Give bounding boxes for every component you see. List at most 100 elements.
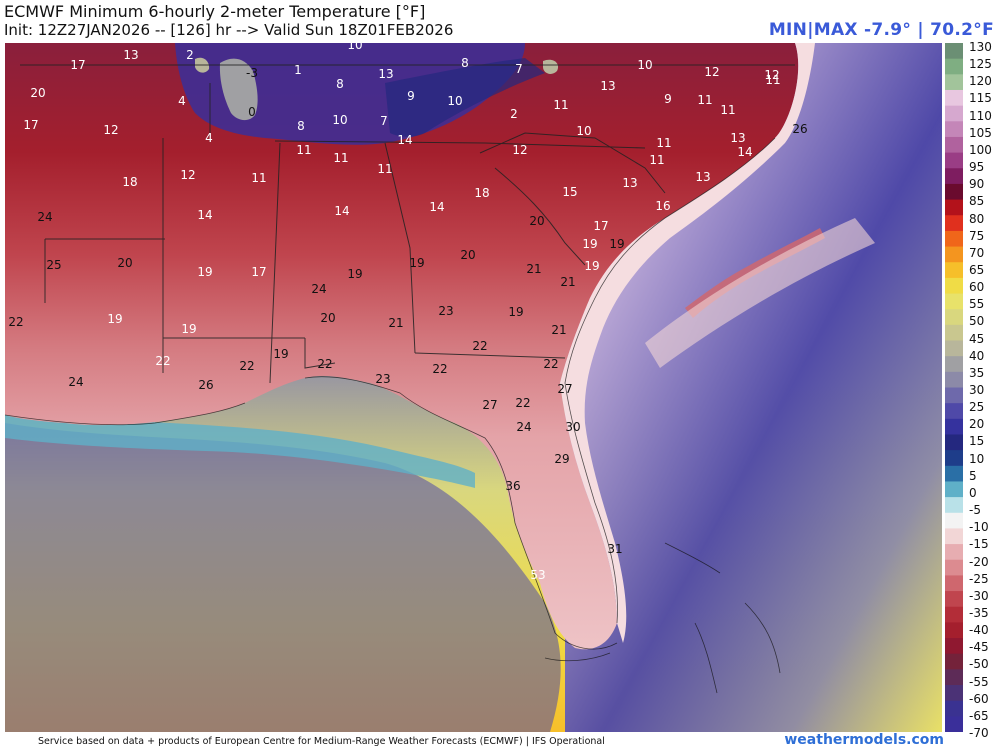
temperature-value-label: 11 xyxy=(720,103,735,117)
colorbar-segment xyxy=(945,215,963,232)
temperature-value-label: 21 xyxy=(551,323,566,337)
colorbar-segment xyxy=(945,465,963,483)
colorbar-tick-label: -10 xyxy=(969,520,989,535)
temperature-value-label: 11 xyxy=(333,151,348,165)
colorbar-tick-label: 15 xyxy=(969,434,985,449)
temperature-value-label: 36 xyxy=(505,479,520,493)
cold-core-2 xyxy=(385,58,545,137)
colorbar-tick-label: 0 xyxy=(969,485,977,500)
colorbar-segment xyxy=(945,293,963,310)
colorbar-segment xyxy=(945,246,963,263)
colorbar-tick-label: -15 xyxy=(969,537,989,552)
colorbar-tick-label: -20 xyxy=(969,554,989,569)
temperature-value-label: 25 xyxy=(46,258,61,272)
colorbar-segment xyxy=(945,716,963,733)
colorbar-segment xyxy=(945,74,963,91)
temperature-value-label: 9 xyxy=(407,89,415,103)
temperature-map: 13 2 10 13 17 -3 1 8 7 10 12 11 20 4 8 13 9 10 11 9 11 11 12 0 1… xyxy=(5,43,942,732)
temperature-value-label: 4 xyxy=(178,94,186,108)
colorbar-tick-label: 95 xyxy=(969,160,985,175)
temperature-value-label: 20 xyxy=(460,248,475,262)
colorbar-segment xyxy=(945,356,963,373)
colorbar-tick-label: -70 xyxy=(969,726,989,740)
temperature-value-label: 10 xyxy=(637,58,652,72)
colorbar-tick-label: 100 xyxy=(969,142,992,157)
colorbar-tick-label: 50 xyxy=(969,314,985,329)
temperature-value-label: 13 xyxy=(695,170,710,184)
colorbar-tick-label: 125 xyxy=(969,57,992,72)
brand-link[interactable]: weathermodels.com xyxy=(784,732,944,748)
colorbar-segment xyxy=(945,58,963,75)
temperature-value-label: 11 xyxy=(765,73,780,87)
colorbar-segment xyxy=(945,340,963,357)
colorbar-segment xyxy=(945,497,963,514)
min-max-readout: MIN|MAX -7.9° | 70.2°F xyxy=(768,20,994,40)
colorbar-segment xyxy=(945,622,963,639)
colorbar-tick-label: 90 xyxy=(969,177,985,192)
temperature-value-label: 19 xyxy=(409,256,424,270)
colorbar-segment xyxy=(945,559,963,577)
colorbar-segment xyxy=(945,544,963,561)
temperature-value-label: 12 xyxy=(704,65,719,79)
temperature-value-label: 27 xyxy=(557,382,572,396)
temperature-value-label: 13 xyxy=(378,67,393,81)
temperature-value-label: 1 xyxy=(294,63,302,77)
colorbar-segment xyxy=(945,653,963,670)
colorbar-segment xyxy=(945,89,963,107)
temperature-value-label: 19 xyxy=(181,322,196,336)
colorbar-tick-label: 20 xyxy=(969,417,985,432)
temperature-value-label: 24 xyxy=(516,420,531,434)
temperature-value-label: 13 xyxy=(600,79,615,93)
temperature-value-label: 13 xyxy=(123,48,138,62)
colorbar-tick-label: 115 xyxy=(969,91,992,106)
temperature-value-label: 4 xyxy=(205,131,213,145)
colorbar-segment xyxy=(945,262,963,279)
colorbar-tick-label: 45 xyxy=(969,331,985,346)
colorbar-segment xyxy=(945,168,963,185)
colorbar-segment xyxy=(945,230,963,248)
colorbar-segment xyxy=(945,481,963,498)
temperature-value-label: 10 xyxy=(447,94,462,108)
temperature-value-label: 17 xyxy=(593,219,608,233)
colorbar-segment xyxy=(945,371,963,389)
colorbar-tick-label: 105 xyxy=(969,125,992,140)
colorbar-segment xyxy=(945,512,963,530)
colorbar-segment xyxy=(945,575,963,592)
colorbar-segment xyxy=(945,434,963,451)
temperature-value-label: 18 xyxy=(474,186,489,200)
temperature-value-label: 30 xyxy=(565,420,580,434)
temperature-value-label: 12 xyxy=(103,123,118,137)
temperature-value-label: 14 xyxy=(334,204,349,218)
temperature-value-label: 16 xyxy=(655,199,670,213)
temperature-value-label: 11 xyxy=(649,153,664,167)
colorbar-tick-label: -30 xyxy=(969,588,989,603)
temperature-value-label: 23 xyxy=(438,304,453,318)
colorbar-segment xyxy=(945,387,963,404)
colorbar-tick-label: 75 xyxy=(969,228,985,243)
temperature-value-label: 22 xyxy=(515,396,530,410)
colorbar-tick-label: -35 xyxy=(969,605,989,620)
colorbar-tick-label: 130 xyxy=(969,40,992,54)
temperature-value-label: 2 xyxy=(186,48,194,62)
temperature-value-label: 8 xyxy=(297,119,305,133)
temperature-value-label: 22 xyxy=(317,357,332,371)
colorbar-tick-label: -5 xyxy=(969,503,981,518)
colorbar-tick-label: -65 xyxy=(969,708,989,723)
colorbar-segment xyxy=(945,199,963,216)
colorbar-tick-label: 35 xyxy=(969,365,985,380)
gulf-cold-band xyxy=(5,423,561,732)
colorbar-segment xyxy=(945,43,963,60)
colorbar-tick-label: 120 xyxy=(969,74,992,89)
colorbar-segment xyxy=(945,121,963,138)
colorbar-tick-label: 30 xyxy=(969,383,985,397)
colorbar-segment xyxy=(945,700,963,717)
colorbar-segment xyxy=(945,669,963,686)
temperature-value-label: 2 xyxy=(510,107,518,121)
colorbar-segment xyxy=(945,277,963,295)
colorbar-tick-label: -45 xyxy=(969,640,989,655)
temperature-value-label: 18 xyxy=(122,175,137,189)
colorbar-segment xyxy=(945,324,963,342)
subzero-patch xyxy=(543,59,559,74)
colorbar-tick-label: -55 xyxy=(969,674,989,689)
